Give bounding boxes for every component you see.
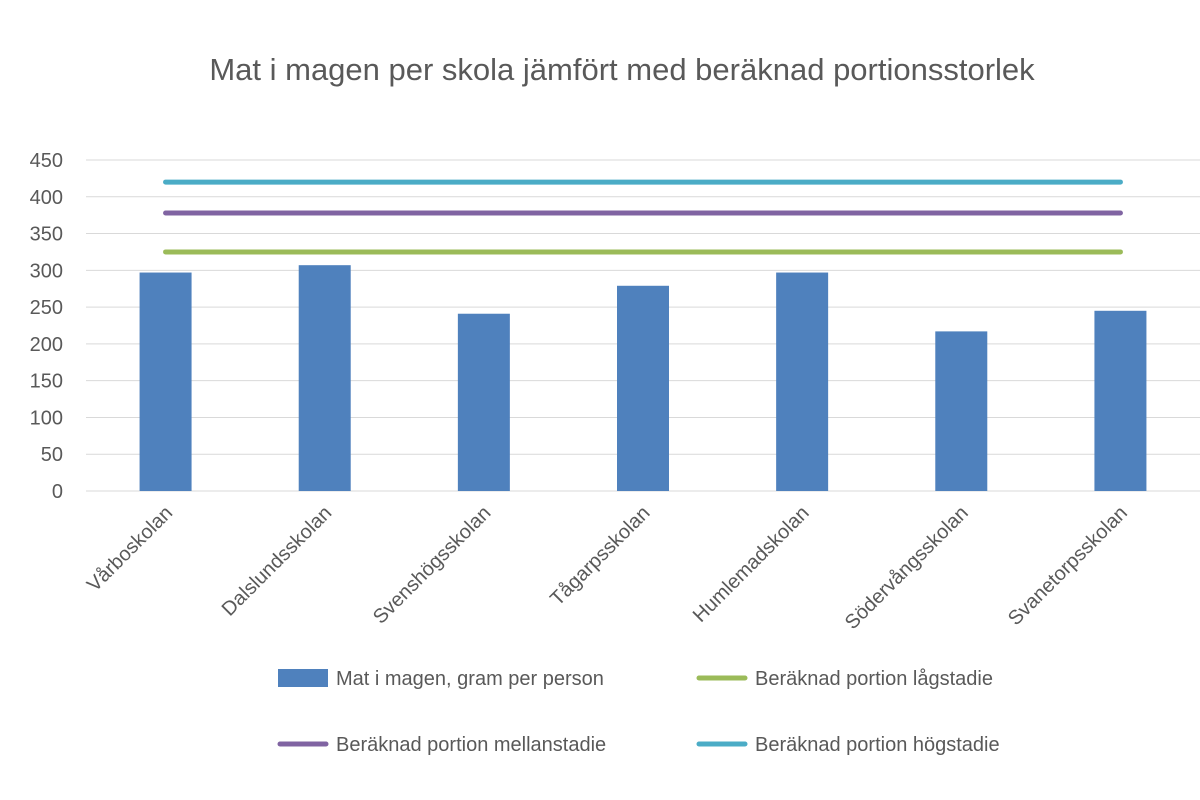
bar-series [139, 265, 1147, 491]
legend-label: Mat i magen, gram per person [336, 668, 604, 690]
legend-label: Beräknad portion lågstadie [755, 668, 993, 690]
bar [776, 272, 829, 491]
x-category-label: Södervångsskolan [841, 502, 973, 634]
x-category-label: Svanetorpsskolan [1004, 502, 1132, 630]
x-axis-categories: Vårboskolan Dalslundsskolan Svenshögsskola… [83, 502, 1132, 634]
bar [617, 285, 669, 491]
x-category-label: Svenshögsskolan [369, 502, 495, 628]
y-tick-label: 350 [30, 224, 63, 246]
y-tick-label: 50 [41, 444, 63, 466]
bar [457, 313, 510, 491]
y-tick-label: 450 [30, 150, 63, 172]
legend-label: Beräknad portion högstadie [755, 734, 1000, 756]
bar [139, 272, 192, 491]
x-category-label: Dalslundsskolan [218, 502, 337, 621]
x-category-label: Tågarpsskolan [546, 502, 654, 610]
legend: Mat i magen, gram per person Beräknad por… [277, 668, 1000, 756]
y-tick-label: 400 [30, 187, 63, 209]
y-axis-ticks: 0 50 100 150 200 250 300 350 400 450 [30, 150, 63, 503]
chart-title: Mat i magen per skola jämfört med beräkn… [209, 52, 1035, 87]
bar [1094, 310, 1147, 491]
y-tick-label: 250 [30, 297, 63, 319]
y-tick-label: 300 [30, 260, 63, 282]
y-tick-label: 150 [30, 371, 63, 393]
y-tick-label: 0 [52, 481, 63, 503]
legend-label: Beräknad portion mellanstadie [336, 734, 606, 756]
bar [298, 265, 351, 491]
line-series [163, 179, 1123, 255]
x-category-label: Vårboskolan [83, 502, 177, 596]
legend-swatch [278, 669, 328, 687]
bar [935, 331, 988, 491]
y-tick-label: 100 [30, 407, 63, 429]
y-tick-label: 200 [30, 334, 63, 356]
x-category-label: Humlemadskolan [689, 502, 814, 627]
